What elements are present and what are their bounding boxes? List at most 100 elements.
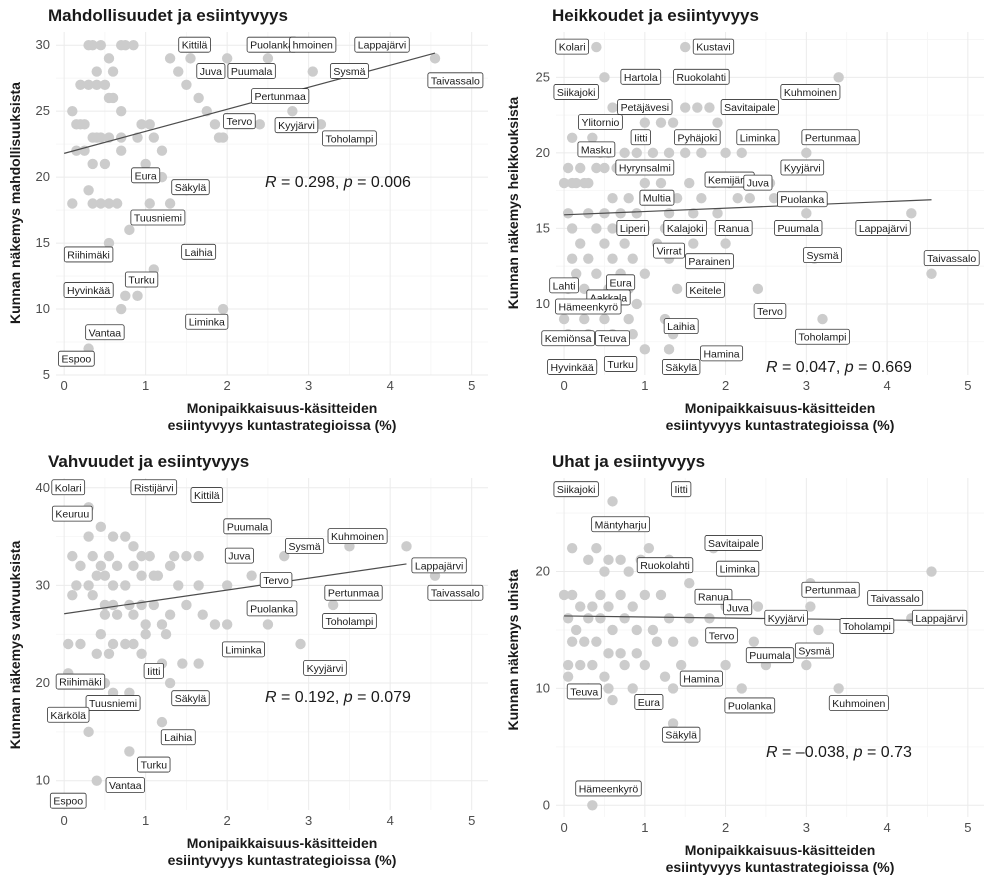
point-label-box bbox=[591, 516, 650, 533]
data-point bbox=[619, 147, 630, 159]
point-label-box bbox=[47, 706, 90, 723]
point-label-text: Siikajoki bbox=[557, 87, 596, 99]
x-tick-label: 3 bbox=[803, 378, 810, 393]
point-label: Mäntyharju bbox=[591, 516, 650, 533]
data-point bbox=[315, 119, 327, 130]
data-point bbox=[631, 147, 642, 159]
data-point bbox=[688, 636, 699, 647]
x-axis-title-line2: esiintyvyys kuntastrategioissa (%) bbox=[666, 859, 895, 875]
point-label-box bbox=[285, 537, 325, 554]
data-point bbox=[696, 193, 707, 204]
point-label: Hartola bbox=[620, 68, 662, 85]
y-tick-label: 15 bbox=[36, 235, 50, 250]
point-label-box bbox=[131, 167, 161, 184]
data-point bbox=[591, 268, 602, 279]
data-point bbox=[132, 132, 143, 143]
point-label: Säkylä bbox=[662, 359, 701, 375]
data-point bbox=[647, 624, 659, 636]
data-point bbox=[95, 39, 107, 51]
data-point bbox=[132, 290, 143, 302]
data-point bbox=[667, 718, 679, 729]
point-label-box bbox=[720, 99, 779, 115]
point-label-text: Ranua bbox=[718, 223, 749, 235]
point-label-box bbox=[603, 356, 638, 372]
x-tick-label: 5 bbox=[468, 813, 475, 828]
point-label-text: Teuva bbox=[570, 686, 598, 698]
data-point bbox=[140, 619, 151, 630]
data-point bbox=[667, 636, 679, 647]
point-label: Virrat bbox=[653, 242, 685, 259]
point-label-text: Taivassalo bbox=[431, 588, 480, 600]
data-point bbox=[209, 119, 221, 130]
annotation-part: = 0.192, bbox=[277, 689, 344, 706]
point-label-text: Siikajoki bbox=[557, 484, 596, 496]
point-label-box bbox=[322, 130, 377, 147]
annotation-part: p bbox=[853, 744, 863, 761]
data-point bbox=[587, 132, 598, 143]
point-label: Lappajärvi bbox=[855, 220, 911, 236]
data-point bbox=[599, 72, 610, 83]
point-label: Pertunmaa bbox=[801, 581, 860, 598]
data-point bbox=[752, 283, 764, 295]
point-label: Puolanka bbox=[246, 600, 298, 617]
point-label: Iitti bbox=[630, 129, 651, 146]
point-label-text: Puumala bbox=[778, 223, 820, 235]
data-point bbox=[140, 158, 151, 170]
data-point bbox=[732, 193, 743, 204]
point-label-text: Kemijärvi bbox=[708, 175, 751, 187]
x-axis-title-line2: esiintyvyys kuntastrategioissa (%) bbox=[168, 852, 397, 868]
point-label-text: Kuhmoinen bbox=[832, 698, 885, 710]
point-label-text: Masku bbox=[581, 144, 612, 156]
point-label: Riihimäki bbox=[55, 673, 106, 690]
correlation-annotation: R = 0.192, p = 0.079 bbox=[265, 689, 411, 706]
point-label: Laihia bbox=[160, 729, 196, 746]
data-point bbox=[87, 39, 98, 51]
data-point bbox=[692, 102, 703, 113]
data-point bbox=[246, 570, 257, 581]
x-tick-label: 3 bbox=[305, 813, 312, 828]
data-point bbox=[87, 158, 98, 170]
point-label-text: Vantaa bbox=[89, 327, 122, 339]
x-axis-title-line2: esiintyvyys kuntastrategioissa (%) bbox=[666, 417, 895, 433]
point-label: Sysmä bbox=[794, 642, 834, 659]
data-point bbox=[712, 208, 723, 219]
data-point bbox=[615, 554, 626, 566]
point-label: Liperi bbox=[616, 220, 649, 236]
point-label-text: Eura bbox=[610, 277, 632, 289]
point-label-text: Riihimäki bbox=[59, 677, 102, 689]
x-tick-label: 2 bbox=[224, 813, 231, 828]
point-label: Siikajoki bbox=[553, 481, 599, 498]
point-label: Laihia bbox=[663, 318, 699, 335]
x-tick-label: 0 bbox=[61, 378, 68, 393]
point-label-box bbox=[549, 277, 579, 294]
point-label: Juva bbox=[743, 174, 773, 191]
point-label-box bbox=[555, 298, 622, 315]
data-point bbox=[631, 648, 642, 659]
data-point bbox=[120, 580, 131, 591]
data-point bbox=[221, 580, 233, 591]
data-point bbox=[599, 566, 610, 577]
point-label-box bbox=[867, 590, 924, 606]
point-label-text: Puolanka bbox=[250, 40, 294, 52]
point-label-box bbox=[303, 660, 347, 676]
scatter-plot: 0 1 2 3 4 5 10 15 20 25 Kolari Kustavi Hartola Siikaj… bbox=[505, 32, 984, 433]
data-point bbox=[83, 726, 94, 738]
point-label: Kolari bbox=[555, 38, 589, 55]
point-label-box bbox=[745, 647, 795, 664]
point-label-text: Pertunmaa bbox=[328, 588, 380, 600]
data-point bbox=[583, 177, 594, 189]
data-point bbox=[67, 589, 78, 601]
data-point bbox=[675, 659, 687, 671]
data-point bbox=[684, 578, 695, 589]
point-label-text: Lahti bbox=[553, 280, 576, 292]
y-tick-label: 15 bbox=[536, 220, 550, 235]
point-label-box bbox=[923, 250, 980, 267]
data-point bbox=[128, 638, 139, 650]
data-point bbox=[79, 119, 90, 130]
point-label: Keitele bbox=[685, 281, 725, 298]
point-label: Toholampi bbox=[839, 618, 895, 634]
x-tick-label: 1 bbox=[142, 813, 149, 828]
point-label-box bbox=[427, 72, 484, 89]
data-point bbox=[307, 66, 318, 77]
point-label: Iitti bbox=[143, 662, 164, 679]
